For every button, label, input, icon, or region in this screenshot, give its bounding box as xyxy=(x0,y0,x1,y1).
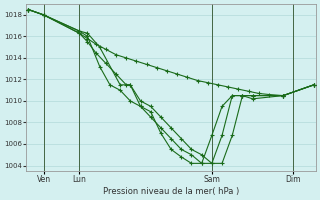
X-axis label: Pression niveau de la mer( hPa ): Pression niveau de la mer( hPa ) xyxy=(103,187,239,196)
